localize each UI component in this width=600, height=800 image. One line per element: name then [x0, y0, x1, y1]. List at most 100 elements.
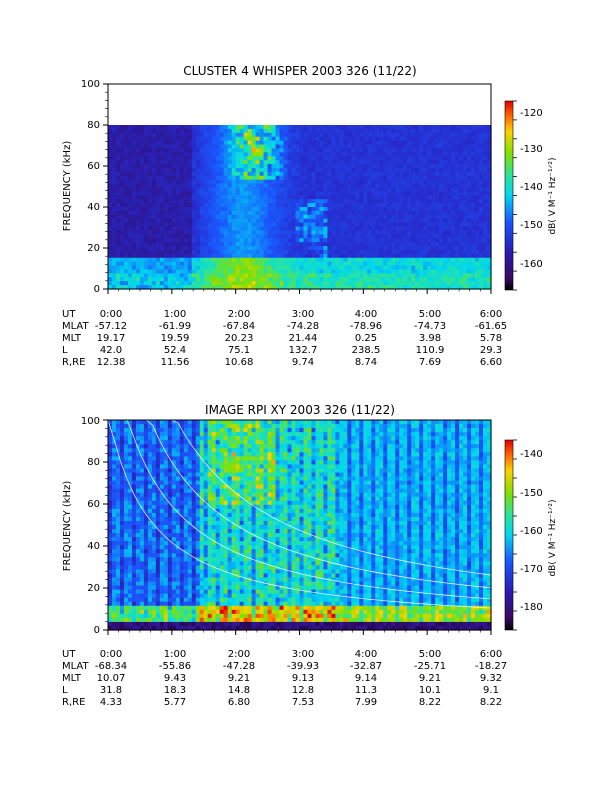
panel-2-ephemeris: UT MLAT MLT L R,RE 0:00 -68.34 10.07 31.…	[62, 649, 507, 708]
panel-2-cbar-tick-140: -140	[520, 449, 543, 460]
panel-1-ytick-60: 60	[87, 161, 100, 172]
eph-2-c2-ut: 2:00	[228, 649, 250, 660]
eph-1-c2-ut: 2:00	[228, 309, 250, 320]
panel-1-ytick-0: 0	[94, 284, 100, 295]
eph-2-c1-ut: 1:00	[164, 649, 186, 660]
eph-2-c2-mlat: -47.28	[223, 661, 255, 672]
eph-2-c3-r: 7.53	[292, 697, 314, 708]
eph-1-c5-mlat: -74.73	[414, 321, 446, 332]
panel-1-spectrogram	[108, 125, 492, 290]
eph-2-c2-mlt: 9.21	[228, 673, 250, 684]
eph-1-c1-ut: 1:00	[164, 309, 186, 320]
eph-1-c2-r: 10.68	[225, 357, 254, 368]
eph-2-c0-r: 4.33	[100, 697, 122, 708]
eph-2-c6-ut: 6:00	[480, 649, 502, 660]
panel-2-ytick-40: 40	[87, 541, 100, 552]
panel-2-cbar-tick-150: -150	[520, 488, 543, 499]
panel-2-cbar-tick-160: -160	[520, 526, 543, 537]
eph-1-c0-mlt: 19.17	[97, 333, 126, 344]
eph-2-c6-mlat: -18.27	[475, 661, 507, 672]
panel-1-ytick-40: 40	[87, 202, 100, 213]
eph-1-c6-mlt: 5.78	[480, 333, 502, 344]
panel-cluster: CLUSTER 4 WHISPER 2003 326 (11/22) FREQU…	[62, 64, 558, 368]
eph-2-c3-l: 12.8	[292, 685, 314, 696]
panel-1-cbar-tick-160: -160	[520, 259, 543, 270]
eph-2-c2-l: 14.8	[228, 685, 250, 696]
panel-2-cbar-tick-170: -170	[520, 564, 543, 575]
panel-1-title: CLUSTER 4 WHISPER 2003 326 (11/22)	[183, 64, 416, 78]
eph-1-c0-ut: 0:00	[100, 309, 122, 320]
eph-1-label-mlat: MLAT	[62, 321, 89, 332]
eph-2-c0-mlat: -68.34	[95, 661, 127, 672]
panel-image: IMAGE RPI XY 2003 326 (11/22) FREQUENCY …	[62, 403, 558, 708]
panel-1-ytick-80: 80	[87, 120, 100, 131]
panel-1-cbar-tick-120: -120	[520, 108, 543, 119]
eph-2-label-ut: UT	[62, 649, 76, 660]
eph-1-c1-mlt: 19.59	[161, 333, 190, 344]
eph-2-c1-r: 5.77	[164, 697, 186, 708]
eph-1-c0-mlat: -57.12	[95, 321, 127, 332]
eph-1-c6-ut: 6:00	[480, 309, 502, 320]
panel-1-colorbar-ticks	[513, 100, 517, 291]
eph-2-c3-mlt: 9.13	[292, 673, 314, 684]
eph-2-c4-mlt: 9.14	[355, 673, 377, 684]
eph-2-c0-ut: 0:00	[100, 649, 122, 660]
eph-1-c2-l: 75.1	[228, 345, 250, 356]
eph-1-label-mlt: MLT	[62, 333, 82, 344]
panel-2-colorbar	[504, 439, 514, 631]
panel-2-ytick-100: 100	[81, 416, 100, 427]
panel-1-ytick-20: 20	[87, 243, 100, 254]
eph-1-c4-ut: 4:00	[355, 309, 377, 320]
eph-1-c4-r: 8.74	[355, 357, 377, 368]
eph-2-c3-mlat: -39.93	[287, 661, 319, 672]
eph-1-label-ut: UT	[62, 309, 76, 320]
eph-1-c3-mlat: -74.28	[287, 321, 319, 332]
eph-1-c6-r: 6.60	[480, 357, 502, 368]
panel-2-cbar-label: dB( V M⁻¹ Hz⁻¹ᐟ²)	[548, 499, 558, 576]
panel-2-ytick-80: 80	[87, 457, 100, 468]
eph-2-c5-mlat: -25.71	[414, 661, 446, 672]
eph-1-c4-mlat: -78.96	[350, 321, 382, 332]
eph-2-c1-mlat: -55.86	[159, 661, 191, 672]
eph-2-c6-l: 9.1	[483, 685, 499, 696]
panel-2-ytick-60: 60	[87, 499, 100, 510]
eph-2-c5-l: 10.1	[419, 685, 441, 696]
eph-2-c1-mlt: 9.43	[164, 673, 186, 684]
eph-1-c1-mlat: -61.99	[159, 321, 191, 332]
panel-2-ytick-20: 20	[87, 583, 100, 594]
eph-2-c4-l: 11.3	[355, 685, 377, 696]
panel-2-ytick-0: 0	[94, 625, 100, 636]
eph-1-c4-mlt: 0.25	[355, 333, 377, 344]
panel-1-cbar-tick-140: -140	[520, 182, 543, 193]
panel-1-ytick-100: 100	[81, 79, 100, 90]
panel-2-title: IMAGE RPI XY 2003 326 (11/22)	[205, 403, 395, 417]
eph-1-c3-l: 132.7	[289, 345, 318, 356]
eph-2-c6-r: 8.22	[480, 697, 502, 708]
eph-1-c5-mlt: 3.98	[419, 333, 441, 344]
eph-2-c4-mlat: -32.87	[350, 661, 382, 672]
eph-1-c1-l: 52.4	[164, 345, 186, 356]
eph-2-label-r: R,RE	[62, 697, 85, 708]
panel-2-cbar-tick-180: -180	[520, 602, 543, 613]
eph-2-c5-r: 8.22	[419, 697, 441, 708]
eph-2-c1-l: 18.3	[164, 685, 186, 696]
eph-1-c3-mlt: 21.44	[289, 333, 318, 344]
eph-1-c4-l: 238.5	[352, 345, 381, 356]
eph-2-c0-mlt: 10.07	[97, 673, 126, 684]
eph-2-c6-mlt: 9.32	[480, 673, 502, 684]
panel-2-ylabel: FREQUENCY (kHz)	[62, 481, 73, 572]
eph-2-label-mlt: MLT	[62, 673, 82, 684]
panel-1-cbar-label: dB( V M⁻¹ Hz⁻¹ᐟ²)	[548, 157, 558, 234]
eph-1-c5-r: 7.69	[419, 357, 441, 368]
panel-1-cbar-tick-150: -150	[520, 220, 543, 231]
eph-1-c5-ut: 5:00	[419, 309, 441, 320]
eph-2-c4-r: 7.99	[355, 697, 377, 708]
panel-2-spectrogram	[108, 420, 492, 631]
eph-2-c5-ut: 5:00	[419, 649, 441, 660]
eph-2-c3-ut: 3:00	[292, 649, 314, 660]
eph-2-label-l: L	[62, 685, 68, 696]
panel-1-axis-ticks	[103, 83, 492, 294]
eph-1-c6-mlat: -61.65	[475, 321, 507, 332]
eph-1-c3-r: 9.74	[292, 357, 314, 368]
